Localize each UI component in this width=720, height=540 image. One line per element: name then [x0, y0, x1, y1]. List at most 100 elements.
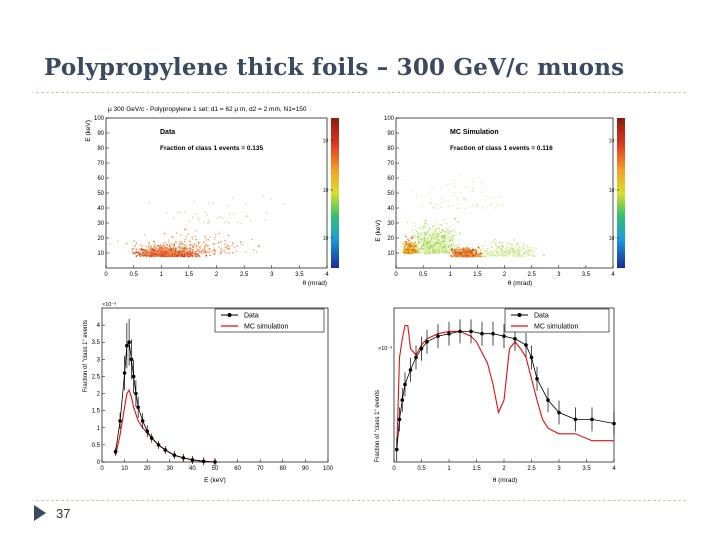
density-cell: [527, 246, 529, 248]
density-cell: [172, 236, 174, 239]
data-point: [149, 436, 154, 440]
density-cell: [148, 252, 150, 255]
y-tick-label: 80: [387, 146, 394, 152]
density-cell: [441, 229, 443, 232]
density-cell: [502, 205, 504, 207]
density-cell: [426, 231, 428, 234]
density-cell: [450, 231, 452, 233]
density-cell: [468, 249, 470, 252]
density-cell: [510, 244, 513, 246]
density-cell: [519, 254, 521, 256]
density-cell: [148, 244, 150, 246]
density-cell: [433, 232, 435, 234]
density-cell: [189, 255, 191, 258]
density-cell: [447, 251, 449, 253]
density-cell: [182, 255, 184, 258]
density-cell: [169, 244, 171, 246]
density-cell: [468, 255, 470, 258]
density-cell: [165, 250, 167, 253]
density-cell: [446, 252, 448, 254]
density-cell: [432, 249, 434, 252]
density-cell: [214, 252, 216, 254]
density-cell: [136, 252, 139, 254]
density-cell: [452, 253, 455, 255]
density-cell: [456, 248, 458, 251]
density-cell: [452, 254, 455, 256]
density-cell: [443, 238, 446, 240]
density-cell: [163, 250, 166, 252]
density-cell: [141, 255, 143, 257]
density-cell: [482, 187, 484, 189]
density-cell: [416, 235, 419, 238]
density-cell: [443, 245, 446, 247]
data-point: [156, 443, 161, 447]
density-cell: [435, 232, 438, 235]
density-cell: [443, 235, 445, 237]
x-tick-label: 3: [270, 272, 274, 278]
density-cell: [427, 243, 429, 246]
density-cell: [132, 251, 134, 253]
density-cell: [155, 248, 158, 250]
density-cell: [192, 246, 194, 248]
density-cell: [441, 246, 444, 249]
density-cell: [221, 217, 224, 219]
density-cell: [176, 252, 178, 254]
density-cell: [512, 250, 514, 252]
density-cell: [425, 233, 427, 235]
density-cell: [502, 254, 504, 256]
density-cell: [451, 239, 454, 241]
density-cell: [521, 255, 524, 257]
density-cell: [150, 252, 152, 255]
density-cell: [147, 251, 149, 253]
density-cell: [415, 245, 417, 247]
density-cell: [477, 246, 480, 248]
density-cell: [458, 243, 461, 245]
density-cell: [422, 228, 424, 231]
density-cell: [192, 252, 195, 255]
x-tick-label: 2: [502, 466, 506, 472]
colorbar: [617, 118, 625, 268]
density-cell: [433, 235, 435, 237]
density-cell: [534, 255, 536, 258]
density-cell: [138, 248, 141, 251]
density-cell: [146, 253, 149, 255]
density-cell: [147, 248, 150, 251]
density-cell: [458, 254, 461, 256]
density-cell: [483, 255, 485, 258]
density-cell: [447, 230, 450, 232]
density-cell: [512, 247, 514, 250]
density-cell: [513, 252, 515, 254]
density-cell: [414, 229, 417, 232]
density-cell: [173, 249, 176, 252]
density-cell: [445, 236, 448, 239]
density-cell: [427, 246, 430, 248]
density-cell: [165, 246, 168, 249]
density-cell: [519, 255, 521, 257]
density-cell: [464, 250, 466, 253]
density-cell: [408, 244, 410, 246]
density-cell: [446, 249, 448, 251]
density-cell: [494, 243, 497, 245]
density-cell: [457, 252, 459, 254]
density-cell: [167, 251, 169, 253]
density-cell: [452, 234, 455, 236]
y-axis-label: Fraction of "class 1" events: [375, 390, 381, 462]
density-cell: [438, 251, 440, 253]
density-cell: [418, 234, 420, 236]
density-cell: [480, 250, 483, 252]
density-cell: [449, 245, 451, 247]
data-point: [163, 448, 168, 452]
density-cell: [440, 241, 443, 243]
density-cell: [497, 253, 499, 255]
density-cell: [462, 255, 464, 257]
density-cell: [179, 254, 181, 256]
density-cell: [412, 249, 414, 251]
density-cell: [173, 251, 175, 254]
density-cell: [178, 250, 181, 253]
density-cell: [173, 254, 175, 256]
density-cell: [165, 250, 167, 252]
x-tick-label: 1.5: [473, 272, 482, 278]
density-cell: [425, 246, 427, 248]
density-cell: [448, 227, 450, 229]
density-cell: [487, 247, 489, 250]
